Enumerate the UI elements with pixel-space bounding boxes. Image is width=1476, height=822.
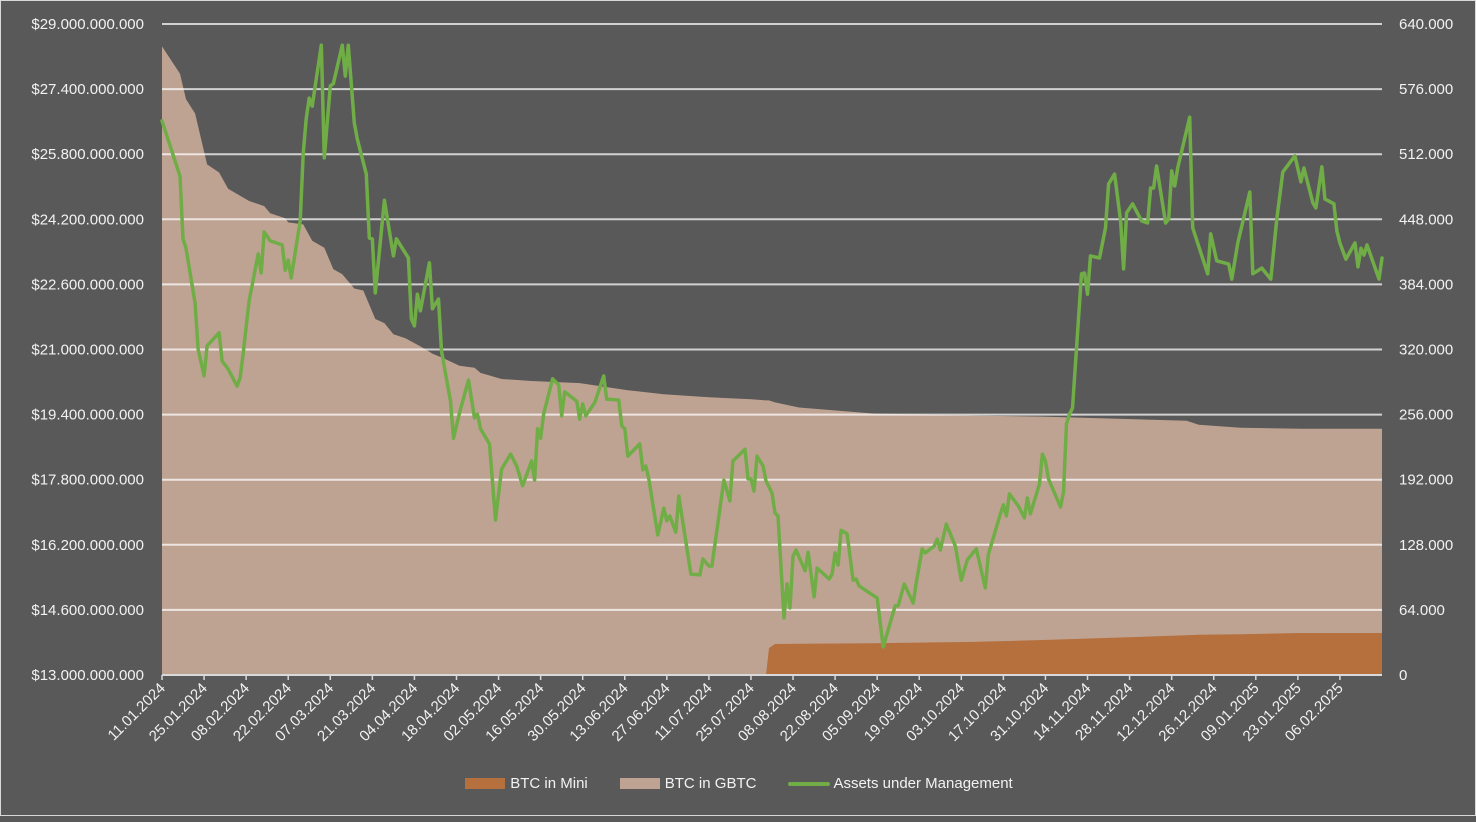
line-layer [160, 43, 1384, 649]
y-left-tick-label: $29.000.000.000 [31, 16, 144, 33]
y-left-tick-label: $19.400.000.000 [31, 407, 144, 424]
y-left-tick-label: $21.000.000.000 [31, 342, 144, 359]
y-left-tick-label: $17.800.000.000 [31, 472, 144, 489]
legend-swatch-mini [465, 778, 506, 789]
y-right-tick-label: 64.000 [1399, 602, 1445, 619]
y-left-tick-label: $14.600.000.000 [31, 602, 144, 619]
legend: BTC in Mini BTC in GBTC Assets under Man… [1, 775, 1476, 792]
y-left-tick-label: $22.600.000.000 [31, 276, 144, 293]
area-btc-in-gbtc [162, 46, 1382, 675]
y-left-tick-label: $13.000.000.000 [31, 667, 144, 684]
y-right-tick-label: 576.000 [1399, 81, 1453, 98]
legend-swatch-aum [788, 781, 831, 786]
y-right-tick-label: 384.000 [1399, 276, 1453, 293]
y-left-tick-label: $27.400.000.000 [31, 81, 144, 98]
y-right-tick-label: 256.000 [1399, 407, 1453, 424]
y-right-tick-label: 512.000 [1399, 146, 1453, 163]
area-layer [162, 46, 1382, 675]
y-right-tick-label: 192.000 [1399, 472, 1453, 489]
y-right-tick-label: 448.000 [1399, 211, 1453, 228]
y-left-tick-label: $24.200.000.000 [31, 211, 144, 228]
y-left-tick-label: $16.200.000.000 [31, 537, 144, 554]
legend-label: BTC in GBTC [664, 775, 757, 792]
area-btc-in-mini [162, 633, 1382, 675]
legend-item-btc-in-mini[interactable]: BTC in Mini [465, 775, 588, 792]
y-right-tick-label: 640.000 [1399, 16, 1453, 33]
y-right-tick-label: 320.000 [1399, 342, 1453, 359]
line-assets-under-management [160, 43, 1384, 649]
legend-swatch-gbtc [619, 778, 660, 789]
y-right-tick-label: 128.000 [1399, 537, 1453, 554]
legend-item-btc-in-gbtc[interactable]: BTC in GBTC [619, 775, 757, 792]
legend-item-aum[interactable]: Assets under Management [788, 775, 1013, 792]
legend-label: Assets under Management [833, 775, 1013, 792]
legend-label: BTC in Mini [510, 775, 588, 792]
y-right-tick-label: 0 [1399, 667, 1407, 684]
gridlines [162, 23, 1382, 611]
y-left-tick-label: $25.800.000.000 [31, 146, 144, 163]
